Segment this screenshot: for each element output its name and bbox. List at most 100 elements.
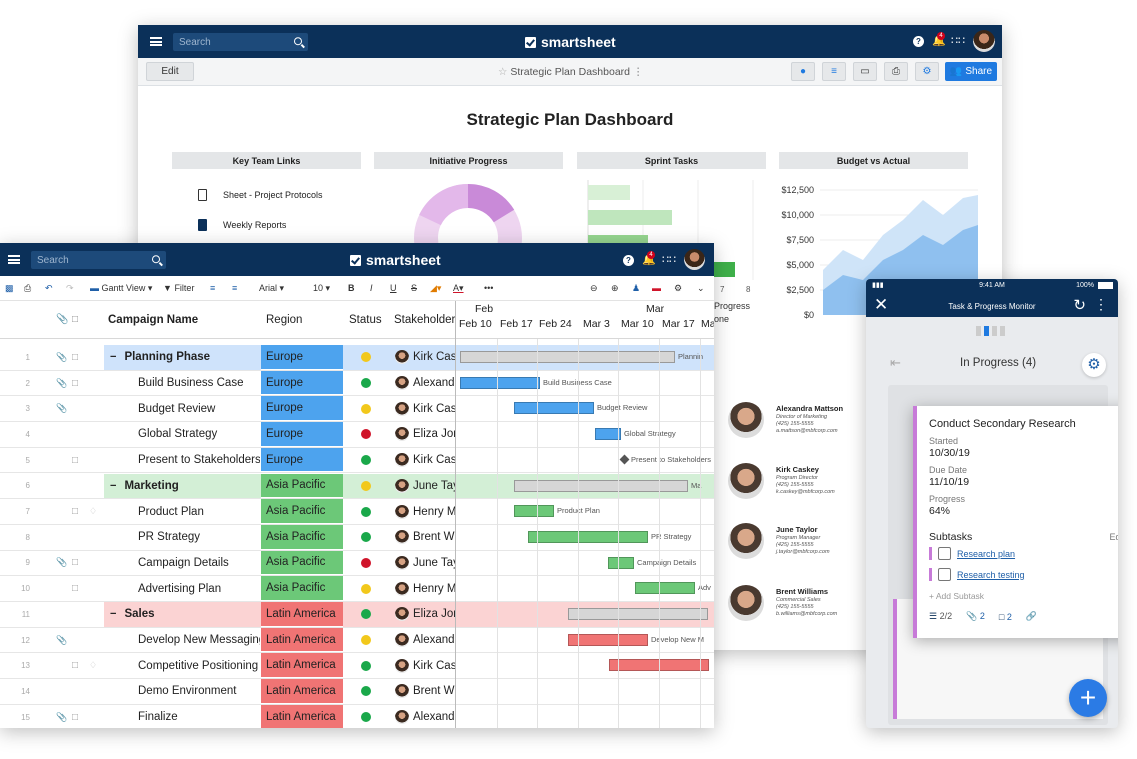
- more-vert-icon[interactable]: ⋮: [632, 66, 644, 78]
- gantt-task-bar[interactable]: [528, 530, 648, 543]
- globe-button[interactable]: ●: [791, 62, 815, 81]
- menu-icon[interactable]: [150, 37, 162, 46]
- comment-icon[interactable]: □: [72, 351, 79, 363]
- campaign-name-cell[interactable]: Build Business Case: [138, 377, 244, 390]
- status-cell[interactable]: [345, 396, 387, 421]
- status-cell[interactable]: [345, 679, 387, 704]
- assign-icon[interactable]: ♟: [632, 283, 641, 293]
- comment-icon[interactable]: □: [72, 711, 79, 723]
- redo-icon[interactable]: ↷: [66, 283, 74, 293]
- campaign-name-cell[interactable]: − Planning Phase: [110, 351, 211, 364]
- table-row[interactable]: 1 📎 □ − Planning Phase Europe Kirk Casl Plannin: [0, 345, 714, 371]
- link-weekly-reports[interactable]: Weekly Reports: [198, 219, 286, 231]
- attachment-icon[interactable]: 📎: [56, 351, 68, 362]
- region-cell[interactable]: Asia Pacific: [261, 576, 343, 601]
- stakeholder-cell[interactable]: Alexandr: [393, 705, 455, 728]
- text-color-icon[interactable]: A▾: [453, 283, 464, 293]
- outdent-icon[interactable]: ≡: [232, 283, 238, 293]
- menu-icon[interactable]: [8, 255, 20, 264]
- stakeholder-cell[interactable]: Kirk Casl: [393, 345, 455, 370]
- gantt-summary-bar[interactable]: [568, 608, 708, 620]
- refresh-icon[interactable]: ↻: [1073, 297, 1086, 314]
- critical-path-icon[interactable]: ▬: [652, 283, 661, 293]
- status-cell[interactable]: [345, 499, 387, 524]
- status-cell[interactable]: [345, 422, 387, 447]
- link-icon[interactable]: 🔗: [1025, 611, 1038, 621]
- table-row[interactable]: 2 📎 □ Build Business Case Europe Alexandr Buil…: [0, 370, 714, 397]
- filter-settings-button[interactable]: ≡: [822, 62, 846, 81]
- font-size-select[interactable]: 10 ▾: [313, 283, 331, 293]
- comment-icon[interactable]: □: [72, 557, 79, 569]
- apps-grid-icon[interactable]: ∷∷: [951, 35, 965, 47]
- region-cell[interactable]: Latin America: [261, 704, 343, 728]
- attachment-icon[interactable]: 📎: [56, 377, 68, 388]
- print-icon[interactable]: ⎙: [24, 283, 32, 293]
- stakeholder-cell[interactable]: Kirk Casl: [393, 653, 455, 678]
- campaign-name-cell[interactable]: Finalize: [138, 711, 178, 724]
- campaign-name-cell[interactable]: Competitive Positioning: [138, 659, 259, 672]
- attachment-icon[interactable]: 📎: [56, 634, 68, 645]
- status-cell[interactable]: [345, 602, 387, 627]
- comment-icon[interactable]: □: [72, 506, 79, 518]
- present-button[interactable]: ▭: [853, 62, 877, 81]
- table-row[interactable]: 9 📎 □ Campaign Details Asia Pacific June Tay C…: [0, 550, 714, 577]
- star-icon[interactable]: ☆: [498, 66, 508, 78]
- region-cell[interactable]: Europe: [261, 345, 343, 370]
- subtask-item[interactable]: Research testing: [929, 568, 1025, 581]
- attachment-icon[interactable]: 📎: [56, 557, 68, 568]
- status-cell[interactable]: [345, 653, 387, 678]
- col-region[interactable]: Region: [266, 313, 303, 326]
- help-icon[interactable]: ?: [623, 255, 634, 266]
- campaign-name-cell[interactable]: Campaign Details: [138, 556, 229, 569]
- zoom-in-icon[interactable]: ⊕: [611, 283, 619, 293]
- table-row[interactable]: 5 □ Present to Stakeholders Europe Kirk Casl…: [0, 447, 714, 474]
- subtask-count[interactable]: ☰ 2/2: [929, 611, 953, 621]
- fill-color-icon[interactable]: ◢▾: [430, 283, 442, 293]
- chevron-down-icon[interactable]: ⌄: [697, 283, 705, 293]
- link-project-protocols[interactable]: Sheet - Project Protocols: [198, 189, 323, 201]
- attachment-count[interactable]: 📎 2: [966, 611, 985, 621]
- col-status[interactable]: Status: [349, 313, 382, 326]
- comment-icon[interactable]: □: [72, 660, 79, 672]
- collapse-toggle-icon[interactable]: −: [110, 351, 117, 364]
- region-cell[interactable]: Asia Pacific: [261, 499, 343, 524]
- subtask-item[interactable]: Research plan: [929, 547, 1015, 560]
- settings-gear-icon[interactable]: ⚙: [1082, 353, 1106, 377]
- status-cell[interactable]: [345, 474, 387, 499]
- user-settings-button[interactable]: ⚙: [915, 62, 939, 81]
- apps-grid-icon[interactable]: ∷∷: [662, 254, 676, 266]
- stakeholder-cell[interactable]: Kirk Casl: [393, 448, 455, 473]
- underline-button[interactable]: U: [390, 283, 397, 293]
- zoom-out-icon[interactable]: ⊖: [590, 283, 598, 293]
- stakeholder-cell[interactable]: Kirk Casl: [393, 396, 455, 421]
- region-cell[interactable]: Latin America: [261, 679, 343, 704]
- back-arrow-icon[interactable]: ⇤: [890, 355, 901, 370]
- stakeholder-cell[interactable]: Alexandr: [393, 371, 455, 396]
- collapse-toggle-icon[interactable]: −: [110, 479, 117, 492]
- campaign-name-cell[interactable]: Develop New Messaging: [138, 634, 260, 647]
- filter-button[interactable]: ▼ Filter: [163, 283, 195, 293]
- stakeholder-cell[interactable]: Brent Wi: [393, 679, 455, 704]
- table-row[interactable]: 8 PR Strategy Asia Pacific Brent Wi PR Strat…: [0, 524, 714, 551]
- edit-button[interactable]: Edit: [146, 62, 194, 81]
- status-cell[interactable]: [345, 628, 387, 653]
- gantt-summary-bar[interactable]: [460, 351, 675, 363]
- campaign-name-cell[interactable]: Budget Review: [138, 402, 216, 415]
- campaign-name-cell[interactable]: Product Plan: [138, 505, 204, 518]
- more-vert-icon[interactable]: ⋮: [1094, 296, 1108, 312]
- status-cell[interactable]: [345, 525, 387, 550]
- region-cell[interactable]: Latin America: [261, 653, 343, 679]
- region-cell[interactable]: Asia Pacific: [261, 550, 343, 576]
- help-icon[interactable]: ?: [913, 36, 924, 47]
- strikethrough-button[interactable]: S: [411, 283, 418, 293]
- task-card[interactable]: Conduct Secondary Research ⋮ Started 10/…: [913, 406, 1118, 638]
- gantt-task-bar[interactable]: [635, 582, 695, 595]
- comment-icon[interactable]: □: [72, 583, 79, 595]
- gantt-task-bar[interactable]: [608, 556, 634, 569]
- bold-button[interactable]: B: [348, 283, 355, 293]
- table-row[interactable]: 4 Global Strategy Europe Eliza Jor Global St…: [0, 422, 714, 448]
- gantt-view-button[interactable]: ▬ Gantt View ▾: [90, 283, 153, 293]
- region-cell[interactable]: Europe: [261, 422, 343, 447]
- comment-icon[interactable]: □: [72, 454, 79, 466]
- stakeholder-cell[interactable]: Brent Wi: [393, 525, 455, 550]
